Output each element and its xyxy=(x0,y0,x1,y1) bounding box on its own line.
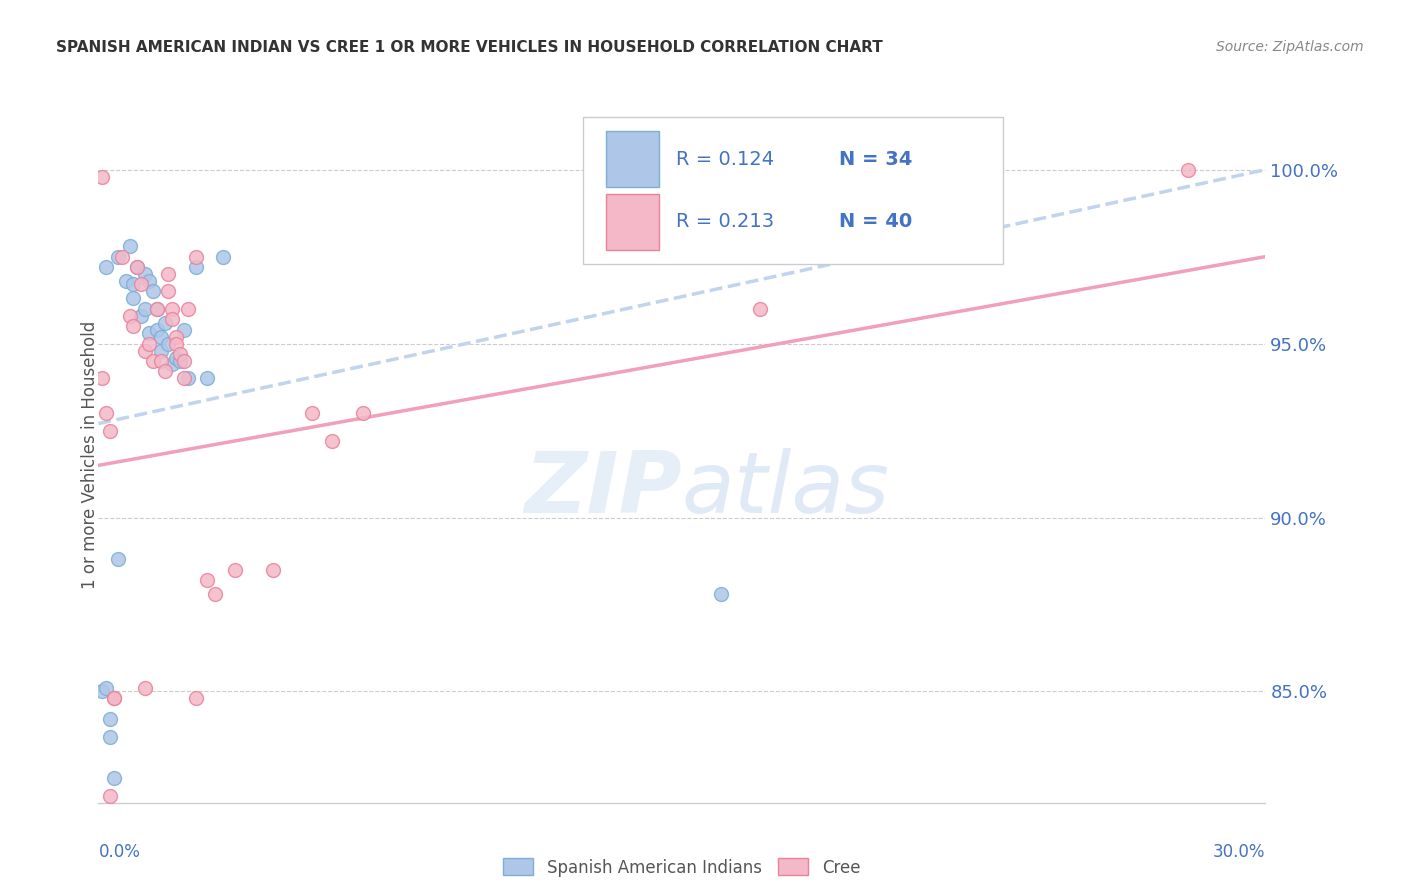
Point xyxy=(162,301,184,316)
Point xyxy=(134,301,156,316)
Point xyxy=(103,772,125,786)
Point xyxy=(98,424,121,438)
Point xyxy=(195,371,218,385)
Point xyxy=(173,371,195,385)
FancyBboxPatch shape xyxy=(606,194,658,250)
Point xyxy=(107,250,129,264)
Point xyxy=(149,343,172,358)
Point xyxy=(146,301,169,316)
Point xyxy=(129,309,152,323)
Point xyxy=(149,329,172,343)
Point xyxy=(134,681,156,695)
Point xyxy=(98,730,121,744)
Point xyxy=(96,406,118,420)
Text: SPANISH AMERICAN INDIAN VS CREE 1 OR MORE VEHICLES IN HOUSEHOLD CORRELATION CHAR: SPANISH AMERICAN INDIAN VS CREE 1 OR MOR… xyxy=(56,40,883,55)
Text: 30.0%: 30.0% xyxy=(1213,843,1265,861)
Point xyxy=(138,274,160,288)
Point xyxy=(195,573,218,587)
Point xyxy=(129,277,152,292)
FancyBboxPatch shape xyxy=(582,118,1002,263)
Point xyxy=(114,274,136,288)
Point xyxy=(165,336,187,351)
Point xyxy=(96,260,118,274)
Text: N = 40: N = 40 xyxy=(839,212,912,231)
Point xyxy=(138,326,160,340)
Point xyxy=(212,250,235,264)
Point xyxy=(96,681,118,695)
Point xyxy=(169,347,191,361)
Point xyxy=(103,691,125,706)
Point xyxy=(177,301,200,316)
Point xyxy=(162,312,184,326)
Point xyxy=(142,285,165,299)
Point xyxy=(122,291,145,305)
Point xyxy=(91,371,114,385)
Point xyxy=(122,277,145,292)
Point xyxy=(165,351,187,365)
Point xyxy=(263,563,285,577)
Text: 0.0%: 0.0% xyxy=(98,843,141,861)
Point xyxy=(118,309,141,323)
Point xyxy=(142,354,165,368)
Point xyxy=(127,260,149,274)
Point xyxy=(321,434,343,448)
Point xyxy=(169,354,191,368)
Point xyxy=(118,239,141,253)
Point xyxy=(352,406,374,420)
Point xyxy=(165,329,187,343)
Point xyxy=(98,789,121,803)
Point xyxy=(91,169,114,184)
Point xyxy=(146,301,169,316)
Point xyxy=(162,358,184,372)
Point xyxy=(184,250,207,264)
Point xyxy=(138,336,160,351)
Point xyxy=(1177,162,1199,177)
Point xyxy=(111,250,134,264)
Point xyxy=(173,354,195,368)
Point xyxy=(204,587,226,601)
Point xyxy=(91,684,114,698)
Point xyxy=(184,691,207,706)
Legend: Spanish American Indians, Cree: Spanish American Indians, Cree xyxy=(495,850,869,885)
Point xyxy=(149,354,172,368)
Text: atlas: atlas xyxy=(682,448,890,532)
Point xyxy=(122,319,145,334)
Point xyxy=(134,267,156,281)
Point xyxy=(98,712,121,726)
Text: ZIP: ZIP xyxy=(524,448,682,532)
Point xyxy=(224,563,246,577)
Text: N = 34: N = 34 xyxy=(839,150,912,169)
Text: Source: ZipAtlas.com: Source: ZipAtlas.com xyxy=(1216,40,1364,54)
Point xyxy=(710,587,733,601)
Point xyxy=(107,552,129,566)
FancyBboxPatch shape xyxy=(606,131,658,187)
Point xyxy=(748,301,770,316)
Text: R = 0.124: R = 0.124 xyxy=(676,150,775,169)
Point xyxy=(157,336,180,351)
Point xyxy=(157,285,180,299)
Point xyxy=(153,364,176,378)
Point xyxy=(146,323,169,337)
Point xyxy=(301,406,323,420)
Point xyxy=(157,267,180,281)
Point xyxy=(134,343,156,358)
Point xyxy=(184,260,207,274)
Point xyxy=(173,323,195,337)
Point xyxy=(103,691,125,706)
Point xyxy=(127,260,149,274)
Y-axis label: 1 or more Vehicles in Household: 1 or more Vehicles in Household xyxy=(82,321,98,589)
Text: R = 0.213: R = 0.213 xyxy=(676,212,775,231)
Point xyxy=(153,316,176,330)
Point xyxy=(177,371,200,385)
